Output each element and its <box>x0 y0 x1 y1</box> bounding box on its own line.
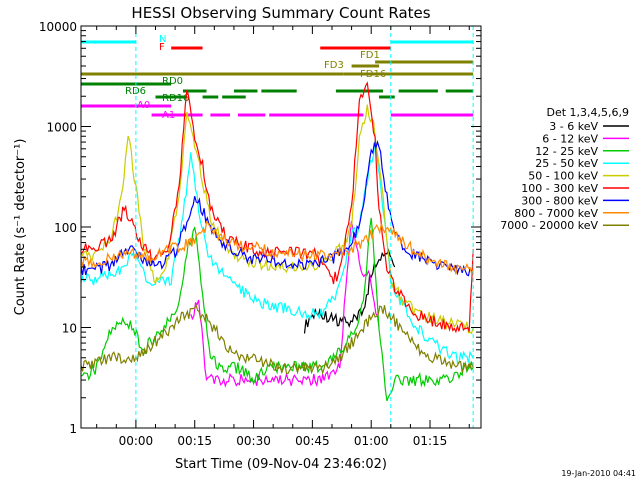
x-axis-label: Start Time (09-Nov-04 23:46:02) <box>175 457 387 472</box>
flag-label-fd1: FD1 <box>360 50 380 61</box>
flag-label-rd0: RD0 <box>162 76 183 87</box>
flag-label-a1: A1 <box>162 110 175 121</box>
flag-label-f: F <box>159 42 165 53</box>
legend-label-2: 12 - 25 keV <box>535 145 598 158</box>
legend-label-4: 50 - 100 keV <box>528 170 598 183</box>
legend-label-6: 300 - 800 keV <box>521 194 598 207</box>
flag-label-fd3: FD3 <box>324 60 344 71</box>
x-tick-label: 00:15 <box>177 434 212 448</box>
vertical-markers <box>135 26 474 428</box>
legend-label-1: 6 - 12 keV <box>542 132 598 145</box>
series-line-4 <box>80 104 474 335</box>
flag-label-a0: A0 <box>137 100 150 111</box>
legend-label-3: 25 - 50 keV <box>535 157 598 170</box>
series-lines <box>80 81 474 402</box>
y-axis-label: Count Rate (s⁻¹ detector⁻¹) <box>13 139 28 316</box>
series-line-5 <box>80 81 474 334</box>
series-line-8 <box>80 303 474 376</box>
legend-label-0: 3 - 6 keV <box>549 120 598 133</box>
x-tick-label: 00:45 <box>295 434 330 448</box>
x-tick-label: 00:30 <box>236 434 271 448</box>
y-tick-label: 1 <box>69 422 77 436</box>
series-line-6 <box>80 140 474 277</box>
legend-title: Det 1,3,4,5,6,9 <box>546 106 629 119</box>
flag-label-fd16: FD16 <box>360 69 386 80</box>
y-tick-label: 1000 <box>46 121 77 135</box>
legend-label-5: 100 - 300 keV <box>521 182 598 195</box>
y-tick-label: 10000 <box>39 20 77 34</box>
series-line-0 <box>303 248 396 334</box>
x-tick-label: 00:00 <box>119 434 154 448</box>
x-tick-label: 01:15 <box>413 434 448 448</box>
y-tick-label: 10 <box>62 322 77 336</box>
series-line-7 <box>80 220 474 276</box>
legend-label-8: 7000 - 20000 keV <box>500 219 598 232</box>
axes: 00:00 00:15 00:30 00:45 01:00 01:15 1 10 100 1000… <box>39 20 481 448</box>
series-line-3 <box>80 140 474 365</box>
timestamp: 19-Jan-2010 04:41 <box>561 469 636 478</box>
chart-title: HESSI Observing Summary Count Rates <box>131 4 430 22</box>
flag-label-rd16: RD16 <box>162 93 189 104</box>
flag-label-n: N <box>159 34 166 45</box>
legend-label-7: 800 - 7000 keV <box>514 207 598 220</box>
x-tick-label: 01:00 <box>354 434 389 448</box>
y-tick-label: 100 <box>54 221 77 235</box>
